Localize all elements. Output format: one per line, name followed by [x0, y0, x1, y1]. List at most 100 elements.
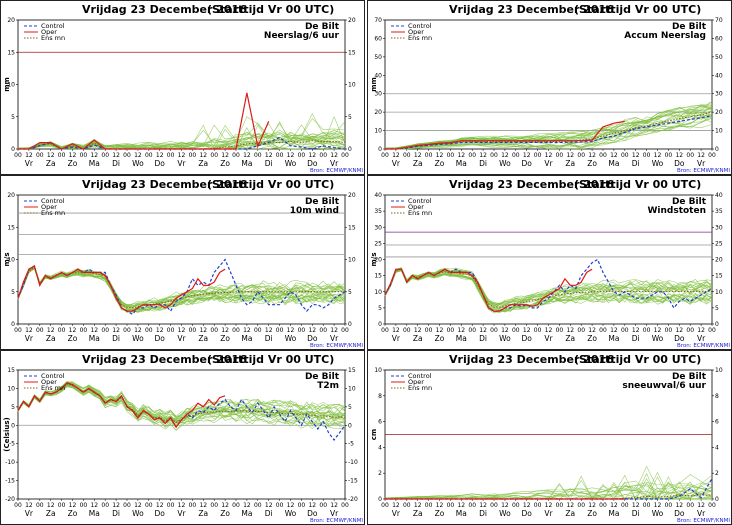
x-hour-label: 12: [457, 152, 465, 159]
source-label: Bron: ECMWF/KNMI: [677, 518, 730, 524]
x-hour-label: 00: [232, 502, 240, 509]
x-hour-label: 00: [101, 502, 109, 509]
y-tick-label-right: 60: [715, 35, 723, 42]
x-hour-label: 00: [665, 152, 673, 159]
y-tick-label-right: -15: [348, 478, 358, 485]
y-tick-label: 0: [11, 321, 15, 328]
y-tick-label-right: 5: [348, 289, 352, 296]
y-tick-label: 4: [378, 444, 382, 451]
x-day-label: Do: [674, 509, 685, 518]
x-hour-label: 12: [69, 502, 77, 509]
y-tick-label-right: 0: [348, 146, 352, 153]
x-hour-label: 00: [425, 152, 433, 159]
x-day-label: Do: [307, 509, 318, 518]
x-day-label: Za: [46, 159, 56, 168]
x-hour-label: 12: [178, 152, 186, 159]
x-day-label: Ma: [608, 509, 619, 518]
x-hour-label: 00: [341, 152, 349, 159]
x-hour-label: 12: [47, 152, 55, 159]
x-hour-label: 12: [25, 502, 33, 509]
x-day-label: Do: [674, 334, 685, 343]
x-hour-label: 00: [577, 327, 585, 334]
y-tick-label-right: 25: [715, 240, 723, 247]
y-tick-label-right: 0: [715, 146, 719, 153]
x-hour-label: 00: [534, 152, 542, 159]
y-tick-label: 10: [374, 128, 382, 135]
ensemble-member-line: [384, 106, 713, 149]
x-hour-label: 00: [534, 327, 542, 334]
x-day-label: Wo: [652, 509, 664, 518]
x-hour-label: 12: [697, 502, 705, 509]
x-day-label: Zo: [435, 509, 445, 518]
y-tick-label: 5: [378, 305, 382, 312]
x-day-label: Do: [674, 159, 685, 168]
ensemble-member-line: [384, 111, 713, 150]
x-day-label: Di: [479, 509, 487, 518]
y-tick-label: 20: [374, 109, 382, 116]
x-day-label: Za: [198, 509, 208, 518]
ensemble-member-line: [384, 105, 713, 149]
x-hour-label: 00: [80, 327, 88, 334]
x-hour-label: 00: [145, 152, 153, 159]
x-hour-label: 00: [167, 327, 175, 334]
y-tick-label-right: -20: [348, 496, 358, 503]
x-day-label: Di: [265, 334, 273, 343]
chart-panel-3: Vrijdag 23 December 2016(Starttijd Vr 00…: [0, 175, 365, 350]
y-tick-label: 10: [7, 257, 15, 264]
x-day-label: Za: [413, 159, 423, 168]
y-axis-label: mm: [3, 77, 11, 92]
x-hour-label: 00: [254, 327, 262, 334]
ensemble-member-line: [385, 117, 713, 150]
x-hour-label: 00: [447, 502, 455, 509]
x-hour-label: 12: [632, 502, 640, 509]
y-tick-label-right: 70: [715, 17, 723, 24]
chart-header-starttime: (Starttijd Vr 00 UTC): [207, 353, 334, 366]
x-hour-label: 12: [545, 327, 553, 334]
y-tick-label-right: 4: [715, 444, 719, 451]
x-hour-label: 12: [501, 327, 509, 334]
legend-label-ens_mn: Ens mn: [408, 209, 432, 217]
oper-line: [17, 264, 226, 312]
x-day-label: Vr: [544, 159, 553, 168]
x-hour-label: 12: [134, 502, 142, 509]
ensemble-member-line: [17, 268, 346, 312]
y-tick-label: 20: [374, 257, 382, 264]
oper-line: [385, 120, 625, 150]
x-day-label: Vr: [177, 334, 186, 343]
x-day-label: Do: [307, 159, 318, 168]
y-tick-label: -10: [5, 459, 15, 466]
y-axis-label: mm: [370, 77, 378, 92]
x-hour-label: 00: [123, 152, 131, 159]
x-hour-label: 12: [457, 502, 465, 509]
x-hour-label: 00: [36, 327, 44, 334]
y-tick-label-right: 0: [348, 321, 352, 328]
x-day-label: Ma: [89, 334, 100, 343]
y-tick-label: 8: [378, 393, 382, 400]
x-day-label: Do: [307, 334, 318, 343]
station-label: De Bilt: [672, 22, 707, 32]
legend-label-ens_mn: Ens mn: [408, 384, 432, 392]
x-hour-label: 00: [686, 502, 694, 509]
x-hour-label: 00: [319, 327, 327, 334]
x-day-label: Vr: [25, 159, 34, 168]
y-tick-label: 35: [374, 208, 382, 215]
y-tick-label-right: 10: [348, 385, 356, 392]
x-hour-label: 00: [665, 327, 673, 334]
x-hour-label: 00: [556, 327, 564, 334]
x-day-label: Ma: [456, 509, 467, 518]
x-hour-label: 12: [588, 327, 596, 334]
x-day-label: Di: [265, 509, 273, 518]
y-tick-label: 0: [11, 422, 15, 429]
x-hour-label: 00: [403, 327, 411, 334]
y-axis-label: m/s: [3, 252, 11, 266]
x-hour-label: 00: [621, 502, 629, 509]
ensemble-member-line: [384, 270, 713, 313]
x-hour-label: 00: [123, 502, 131, 509]
x-hour-label: 00: [512, 502, 520, 509]
x-hour-label: 00: [210, 502, 218, 509]
x-hour-label: 12: [675, 327, 683, 334]
